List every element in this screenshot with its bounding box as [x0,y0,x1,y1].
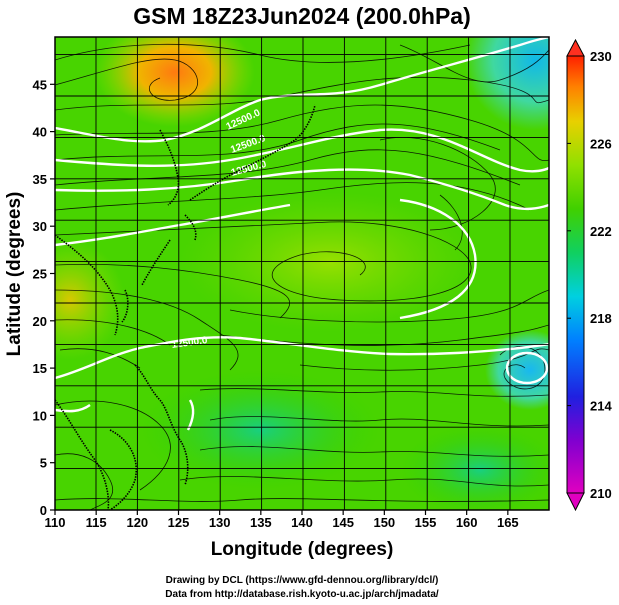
credit-data: Data from http://database.rish.kyoto-u.a… [165,589,439,600]
colorbar-gradient [566,55,585,494]
x-tick-label: 115 [86,515,107,530]
y-tick-label: 40 [33,125,47,140]
colorbar-tick-label: 230 [590,49,612,64]
colorbar-top-arrow [566,38,585,57]
x-axis-label: Longitude (degrees) [211,539,394,560]
y-axis-label: Latitude (degrees) [4,192,25,357]
x-tick-label: 160 [456,515,478,530]
coastline-japan [189,104,316,201]
contour-line-jet [55,203,291,247]
teal-anomaly-southeast [400,425,549,510]
colorbar: 210 214 218 222 226 230 [566,38,612,512]
coastline-korea [159,129,180,206]
colorbar-tick-label: 214 [590,399,612,414]
contour-line-mid-north [55,128,549,173]
colorbar-tick-label: 218 [590,311,612,326]
x-tick-label: 150 [373,515,395,530]
y-tick-label: 5 [40,456,47,471]
contour-line-west [55,403,91,413]
colorbar-tick-label: 226 [590,136,612,151]
y-tick-label: 45 [33,77,47,92]
chart-title: GSM 18Z23Jun2024 (200.0hPa) [133,3,471,29]
x-tick-label: 155 [415,515,437,530]
y-axis: 0 5 10 15 20 25 30 35 40 45 [33,77,55,518]
coastlines [55,104,316,510]
grid-lines [55,37,549,510]
credit-drawing: Drawing by DCL (https://www.gfd-dennou.o… [166,575,439,586]
colorbar-ticks: 210 214 218 222 226 230 [567,49,612,501]
colorbar-tick-label: 210 [590,486,612,501]
cool-anomaly-northeast [465,37,549,130]
coastline-borneo [109,429,137,510]
y-tick-label: 35 [33,172,47,187]
colorbar-bottom-arrow [566,492,585,512]
x-tick-label: 120 [126,515,148,530]
contour-loop-east [505,351,549,385]
contour-line-north [55,37,549,143]
y-tick-label: 0 [40,503,47,518]
warm-anomaly-west [55,240,125,360]
coastline-kyushu [184,214,197,241]
x-tick-label: 165 [497,515,519,530]
contour-line-ridge [399,198,477,320]
warm-anomaly-northwest [95,37,255,127]
y-tick-label: 30 [33,219,47,234]
contour-line-mid [55,168,549,211]
x-tick-label: 140 [291,515,313,530]
x-tick-label: 130 [209,515,231,530]
y-tick-label: 25 [33,267,47,282]
contour-label-4: 12500.0 [171,335,209,351]
coastline-ryukyu [141,239,171,286]
y-tick-label: 20 [33,314,47,329]
x-tick-label: 110 [45,515,66,530]
y-tick-label: 15 [33,361,47,376]
x-tick-label: 125 [168,515,190,530]
x-tick-label: 145 [332,515,354,530]
contour-line-central [186,399,195,431]
x-axis: 110 115 120 125 130 135 140 145 150 155 160 165 [45,510,519,530]
x-tick-label: 135 [250,515,272,530]
colorbar-tick-label: 222 [590,224,612,239]
teal-anomaly-south [140,370,380,490]
y-tick-label: 10 [33,408,47,423]
coastline-philippines [134,364,189,486]
coastline-indochina [55,399,110,510]
coastline-taiwan [121,289,129,323]
plot-area: 12500.0 12500.0 12500.0 12500.0 [55,37,549,510]
cool-anomaly-east [485,330,549,410]
